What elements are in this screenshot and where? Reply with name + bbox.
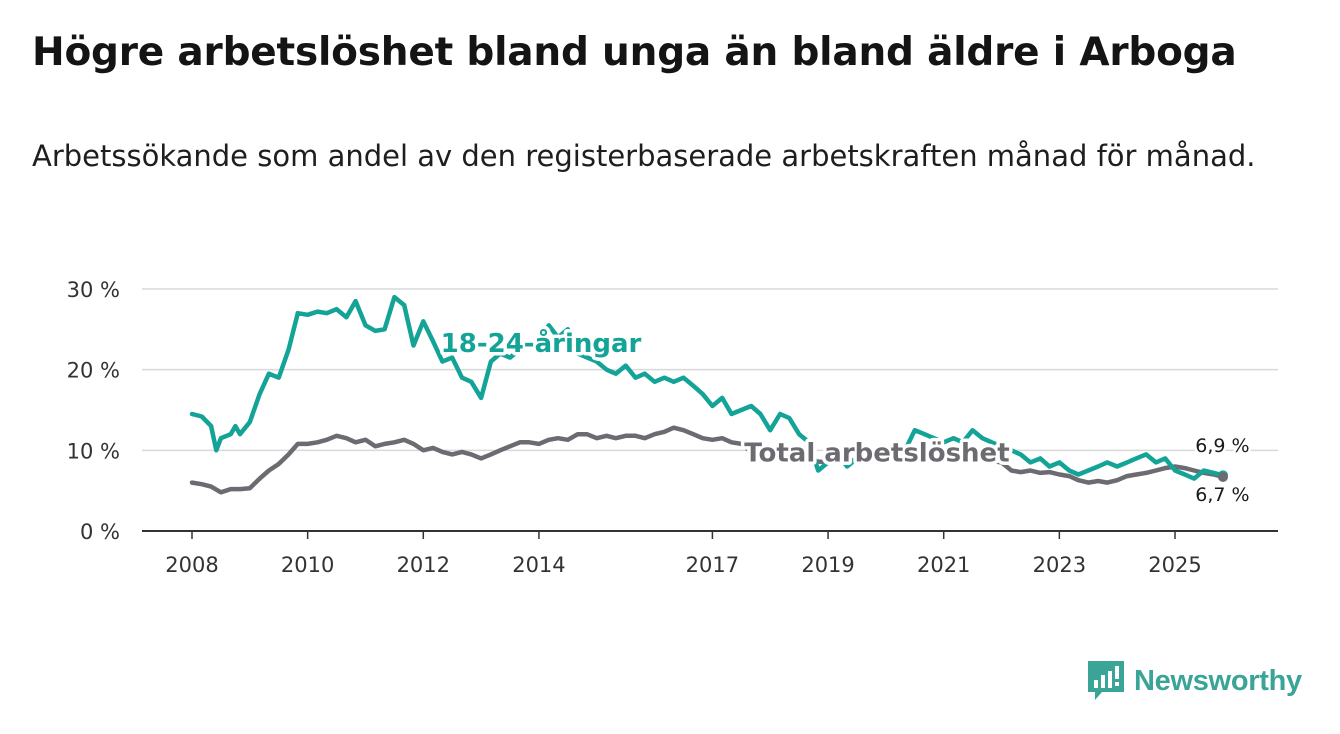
series-end-marker: [1217, 471, 1228, 482]
x-tick-label: 2025: [1148, 553, 1201, 577]
y-tick-label: 10 %: [67, 439, 120, 463]
chart-title: Högre arbetslöshet bland unga än bland ä…: [32, 30, 1237, 75]
x-tick-label: 2012: [397, 553, 450, 577]
x-axis: 0 % 10 % 20 % 30 % 2008 2010 2012 2014 2017 2019 2…: [67, 278, 1278, 577]
series-label: 18-24-åringar: [441, 327, 642, 359]
y-tick-label: 20 %: [67, 359, 120, 383]
x-tick-label: 2023: [1033, 553, 1086, 577]
brand-name: Newsworthy: [1134, 664, 1302, 697]
x-tick-label: 2010: [281, 553, 334, 577]
end-value-label: 6,7 %: [1195, 484, 1249, 506]
chart-subtitle: Arbetssökande som andel av den registerb…: [32, 139, 1256, 173]
labels: 18-24-åringar Total arbetslöshet 6,9 % 6,7 …: [437, 323, 1252, 508]
y-tick-label: 30 %: [67, 278, 120, 302]
newsworthy-logo: Newsworthy: [1088, 660, 1302, 702]
gridlines: [142, 288, 1278, 452]
x-tick-label: 2008: [165, 553, 218, 577]
series-line: [189, 425, 1226, 495]
end-value-label: 6,9 %: [1195, 435, 1249, 457]
x-tick-label: 2017: [686, 553, 739, 577]
series-lines: [189, 294, 1228, 495]
series-line: [189, 294, 1226, 481]
bar-chart-icon: [1088, 661, 1124, 700]
series-label: Total arbetslöshet: [744, 439, 1009, 469]
x-tick-label: 2014: [512, 553, 565, 577]
y-tick-label: 0 %: [80, 520, 120, 544]
x-tick-label: 2021: [917, 553, 970, 577]
x-tick-label: 2019: [801, 553, 854, 577]
